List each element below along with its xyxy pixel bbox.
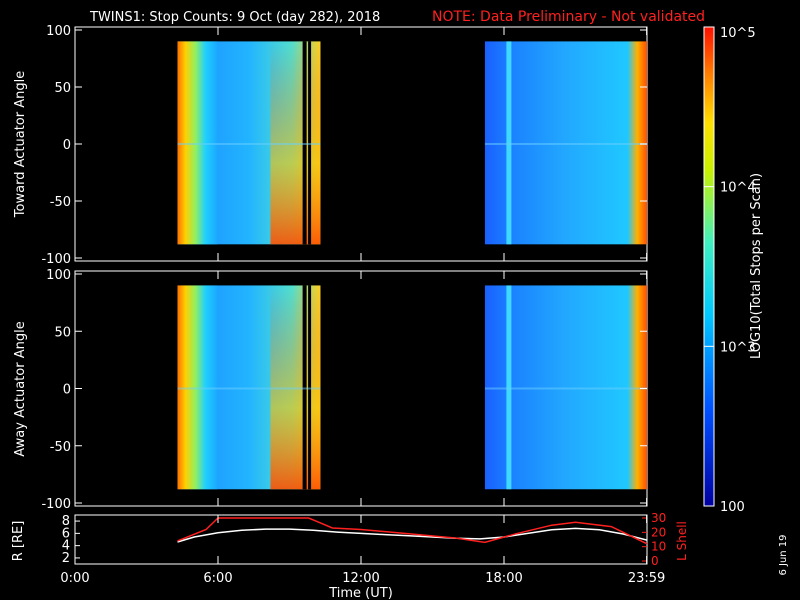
bright-stripe [506, 285, 512, 490]
figure-title: TWINS1: Stop Counts: 9 Oct (day 282), 20… [89, 10, 380, 25]
ylabel-away: Away Actuator Angle [13, 321, 28, 456]
xtick-label: 18:00 [485, 571, 522, 586]
xlabel-time: Time (UT) [328, 586, 393, 600]
ytick-r-label: 6 [62, 526, 70, 541]
xtick-label: 12:00 [342, 571, 379, 586]
gap-stripe [308, 285, 312, 490]
ytick-r-label: 8 [62, 514, 70, 529]
lshell-series-line [177, 517, 648, 545]
gap-stripe [308, 41, 312, 245]
data-block-hot [270, 41, 321, 245]
colorbar-tick-label: 10^3 [720, 340, 756, 355]
colorbar-tick-label: 10^4 [720, 181, 756, 196]
colorbar-tick-label: 10^5 [720, 26, 756, 41]
data-block-edge [177, 285, 218, 490]
ytick-lshell-label: 30 [651, 511, 666, 525]
r-series-line [177, 527, 648, 543]
yticks-toward: 100 50 0 -50 -100 [41, 24, 647, 267]
ytick-label: -100 [41, 497, 71, 512]
ytick-label: -50 [50, 440, 71, 455]
ytick-label: 100 [46, 268, 71, 283]
colorbar-ticks: 10^5 10^4 10^3 100 [704, 26, 756, 515]
colorbar-tick-label: 100 [720, 500, 745, 515]
yticks-away: 100 50 0 -50 -100 [41, 268, 647, 512]
xticks-time: 0:00 6:00 12:00 18:00 23:59 [60, 27, 665, 586]
ytick-lshell-label: 20 [651, 525, 666, 539]
ytick-label: 0 [63, 383, 71, 398]
date-stamp: 6 Jun 19 [778, 534, 789, 575]
gap-stripe [302, 285, 307, 490]
heatmap-away [177, 285, 647, 490]
colorbar [703, 26, 715, 507]
colorbar-label: LOG10(Total Stops per Scan) [749, 173, 764, 359]
ytick-label: -100 [41, 252, 71, 267]
ytick-r-label: 4 [62, 539, 70, 554]
data-block-edge [177, 41, 218, 245]
gap-stripe [302, 41, 307, 245]
xtick-label: 23:59 [628, 571, 665, 586]
xtick-label: 0:00 [60, 571, 89, 586]
ytick-lshell-label: 0 [651, 554, 659, 568]
data-block [484, 41, 647, 245]
ytick-label: 50 [54, 81, 71, 96]
ytick-r-label: 2 [62, 551, 70, 566]
ytick-label: 100 [46, 24, 71, 39]
data-block-hot [270, 285, 321, 490]
ylabel-orbit-lshell: L Shell [675, 521, 689, 561]
ylabel-toward: Toward Actuator Angle [13, 71, 28, 218]
ytick-label: 0 [63, 138, 71, 153]
orbit-lines [177, 517, 648, 545]
ytick-label: -50 [50, 195, 71, 210]
heatmap-toward [177, 41, 647, 245]
data-block [484, 285, 647, 490]
ytick-lshell-label: 10 [651, 540, 666, 554]
ytick-label: 50 [54, 325, 71, 340]
xtick-label: 6:00 [203, 571, 232, 586]
preliminary-note: NOTE: Data Preliminary - Not validated [432, 9, 705, 25]
ylabel-orbit-r: R [RE] [11, 521, 26, 562]
bright-stripe [506, 41, 512, 245]
